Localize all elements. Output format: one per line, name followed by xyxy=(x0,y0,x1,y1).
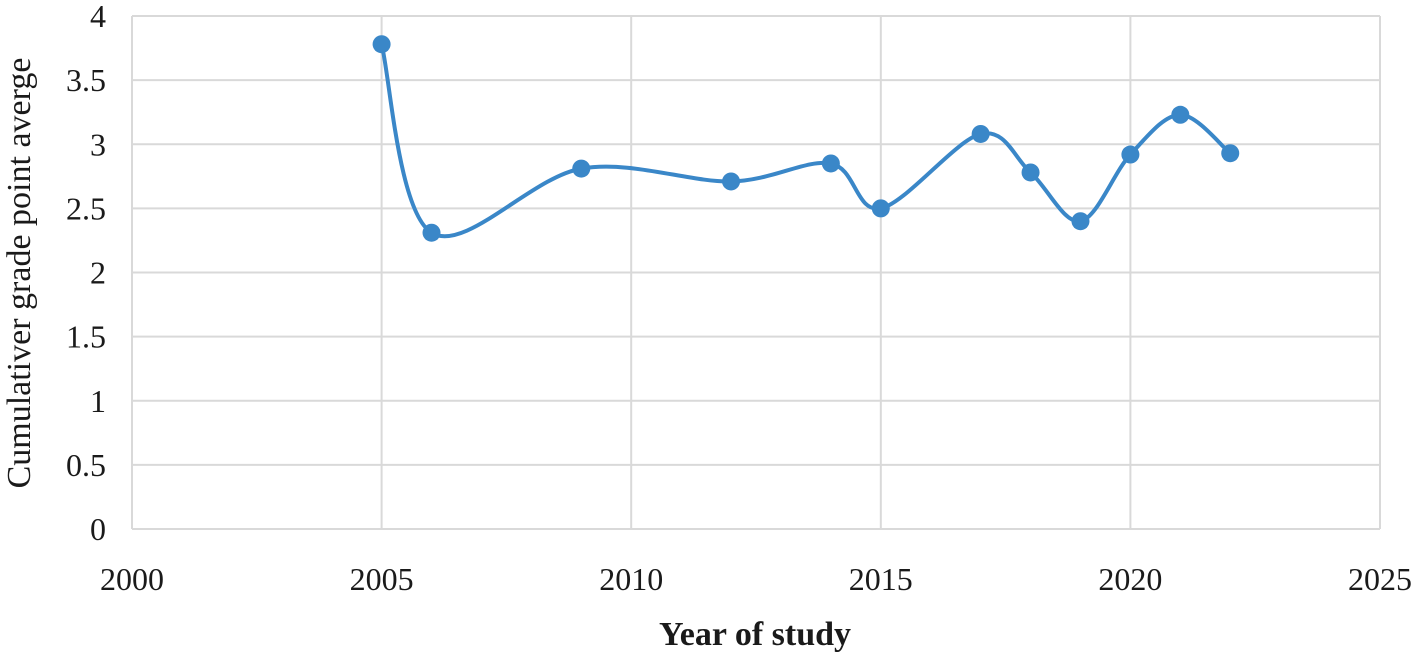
x-tick-label: 2020 xyxy=(1098,561,1162,597)
data-point xyxy=(871,199,890,218)
y-tick-label: 0 xyxy=(90,511,106,547)
x-axis-title: Year of study xyxy=(659,616,851,653)
data-point xyxy=(722,172,741,191)
data-point xyxy=(372,35,391,54)
data-point xyxy=(572,159,591,178)
data-point xyxy=(1071,212,1090,231)
data-point xyxy=(1121,145,1140,164)
y-tick-label: 1 xyxy=(90,383,106,419)
data-point xyxy=(422,223,441,242)
x-tick-label: 2010 xyxy=(599,561,663,597)
y-tick-label: 1.5 xyxy=(66,319,106,355)
x-tick-label: 2000 xyxy=(100,561,164,597)
y-tick-label: 4 xyxy=(90,0,106,34)
data-point xyxy=(821,154,840,173)
data-point xyxy=(1171,105,1190,124)
y-tick-label: 2.5 xyxy=(66,190,106,226)
y-tick-label: 2 xyxy=(90,255,106,291)
series-layer xyxy=(372,35,1240,242)
x-tick-labels: 2000 2005 2010 2015 2020 2025 xyxy=(100,561,1412,597)
data-point xyxy=(971,124,990,143)
data-point xyxy=(1221,144,1240,163)
x-tick-label: 2015 xyxy=(849,561,913,597)
y-axis-title: Cumulativer grade point averge xyxy=(1,58,38,489)
x-tick-label: 2025 xyxy=(1348,561,1412,597)
x-tick-label: 2005 xyxy=(350,561,414,597)
y-tick-labels: 0 0.5 1 1.5 2 2.5 3 3.5 4 xyxy=(66,0,106,547)
data-point xyxy=(1021,163,1040,182)
grid-layer xyxy=(131,15,1381,530)
y-tick-label: 3 xyxy=(90,126,106,162)
y-tick-label: 3.5 xyxy=(66,62,106,98)
y-tick-label: 0.5 xyxy=(66,447,106,483)
